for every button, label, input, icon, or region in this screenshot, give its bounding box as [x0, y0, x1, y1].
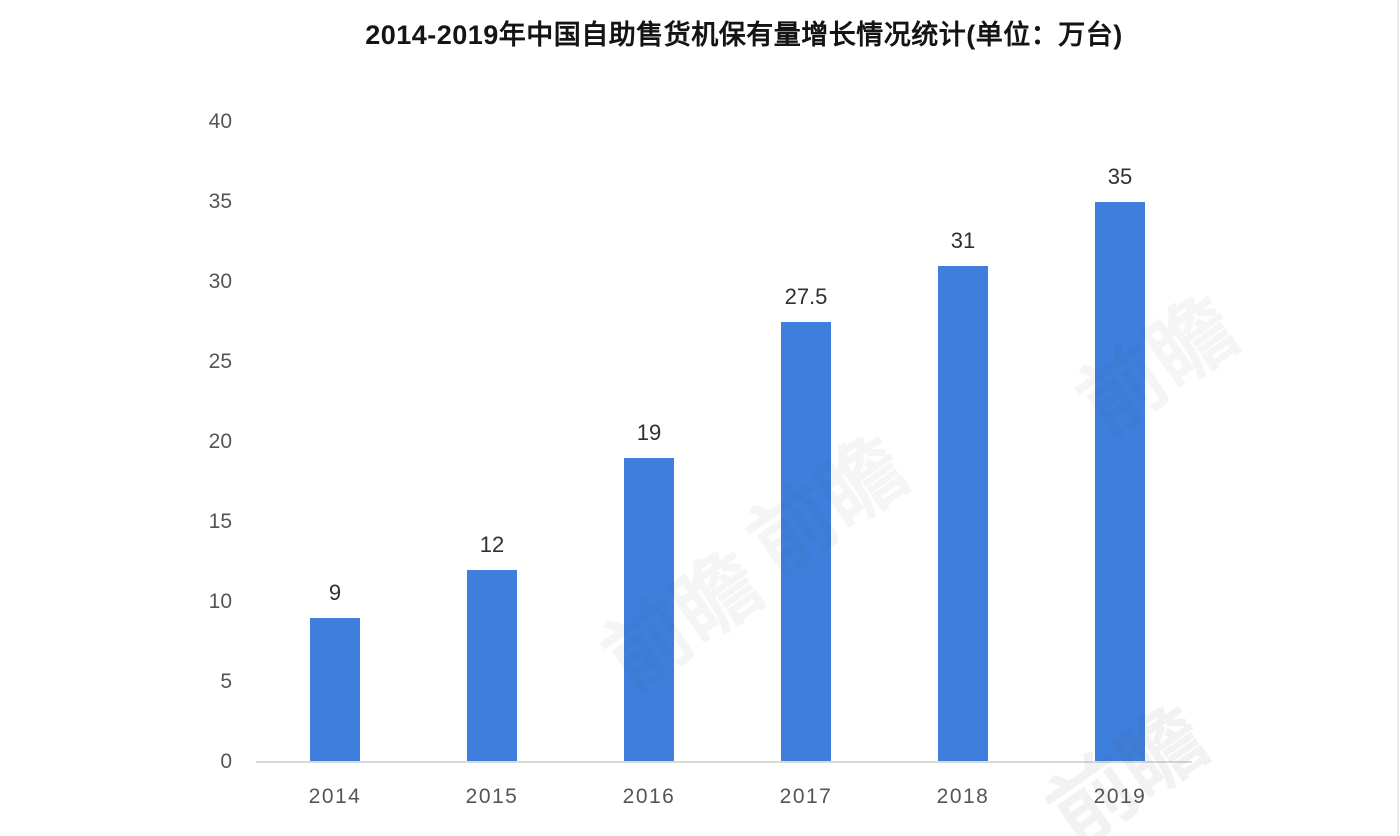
y-tick-label: 35: [208, 190, 232, 213]
bar-value-label: 35: [1107, 164, 1133, 189]
bar-value-label: 19: [636, 420, 662, 445]
x-axis-label-2017: 2017: [779, 785, 833, 808]
x-axis-label-2015: 2015: [465, 785, 519, 808]
screenshot-edge-line: [1397, 0, 1399, 836]
y-tick-label: 10: [208, 590, 232, 613]
y-tick-label: 30: [208, 270, 232, 293]
watermark-text: 前瞻: [1061, 279, 1254, 453]
bar-value-label: 9: [328, 580, 342, 605]
y-tick-label: 0: [220, 750, 232, 773]
bar-value-label: 27.5: [784, 284, 828, 309]
bar-2018: [938, 266, 988, 762]
bar-2019: [1095, 202, 1145, 762]
bar-value-label: 12: [479, 532, 505, 557]
bar-value-label: 31: [950, 228, 976, 253]
bar-2014: [310, 618, 360, 762]
x-axis-label-2014: 2014: [308, 785, 362, 808]
x-axis-label-2019: 2019: [1093, 785, 1147, 808]
bar-2016: [624, 458, 674, 762]
chart-title: 2014-2019年中国自助售货机保有量增长情况统计(单位：万台): [365, 20, 1123, 50]
y-tick-label: 40: [208, 110, 232, 133]
y-tick-label: 5: [220, 670, 232, 693]
bar-2017: [781, 322, 831, 762]
x-axis-line: [256, 761, 1192, 763]
bar-2015: [467, 570, 517, 762]
x-axis-label-2016: 2016: [622, 785, 676, 808]
x-axis-label-2018: 2018: [936, 785, 990, 808]
watermark-text: 前瞻: [586, 534, 779, 708]
y-tick-label: 15: [208, 510, 232, 533]
y-tick-label: 25: [208, 350, 232, 373]
y-tick-label: 20: [208, 430, 232, 453]
